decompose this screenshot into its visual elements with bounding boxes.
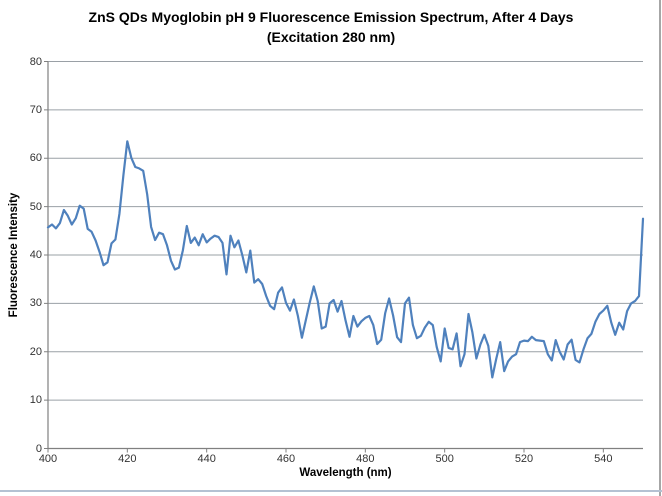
- chart-title: ZnS QDs Myoglobin pH 9 Fluorescence Emis…: [88, 9, 574, 25]
- x-tick-label: 480: [356, 453, 375, 465]
- x-tick-label: 420: [118, 453, 137, 465]
- y-tick-label: 80: [29, 55, 42, 68]
- y-tick-label: 0: [35, 442, 42, 455]
- y-tick-label: 30: [29, 297, 42, 310]
- window-right-edge: [659, 0, 661, 496]
- x-axis-title: Wavelength (nm): [299, 467, 392, 479]
- chart-title-block: ZnS QDs Myoglobin pH 9 Fluorescence Emis…: [0, 7, 662, 47]
- x-tick-label: 460: [276, 453, 296, 465]
- x-tick-label: 440: [197, 453, 216, 465]
- chart-subtitle: (Excitation 280 nm): [266, 29, 396, 45]
- x-tick-label: 520: [514, 453, 534, 465]
- y-tick-label: 20: [29, 345, 42, 358]
- y-tick-label: 50: [29, 200, 42, 213]
- window-bottom-edge: [0, 490, 662, 492]
- x-tick-label: 540: [594, 453, 613, 465]
- spectrum-line: [46, 140, 645, 379]
- y-tick-label: 70: [29, 103, 42, 116]
- y-tick-label: 10: [29, 394, 42, 407]
- y-tick-label: 40: [29, 249, 42, 261]
- x-tick-label: 400: [38, 453, 58, 465]
- y-tick-label: 60: [29, 152, 42, 165]
- x-tick-label: 500: [435, 453, 454, 465]
